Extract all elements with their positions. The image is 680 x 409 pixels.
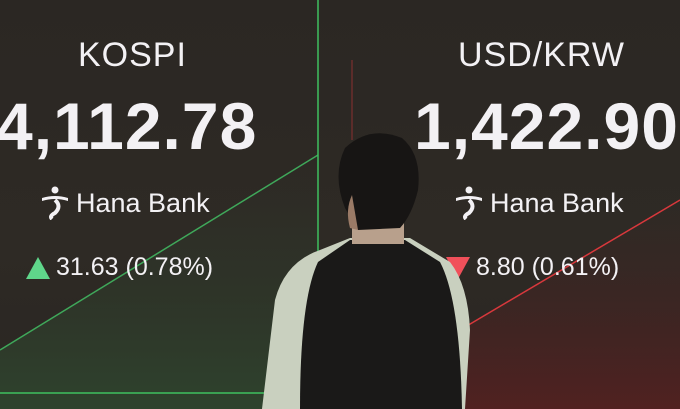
up-triangle-icon	[26, 256, 50, 279]
hana-logo-icon	[456, 186, 482, 220]
kospi-line	[0, 154, 319, 351]
kospi-bank-name: Hana Bank	[76, 187, 210, 218]
hana-logo-icon	[42, 186, 68, 220]
kospi-area	[0, 155, 318, 409]
kospi-panel: KOSPI 4,112.78 Hana Bank 31.63 (0.78%)	[0, 0, 320, 409]
usdkrw-change-text: 8.80 (0.61%)	[476, 253, 620, 281]
kospi-change: 31.63 (0.78%)	[26, 253, 213, 282]
kospi-bank: Hana Bank	[40, 186, 210, 220]
usdkrw-bank-name: Hana Bank	[490, 187, 624, 218]
usdkrw-line	[459, 199, 680, 331]
usdkrw-bank: Hana Bank	[454, 186, 624, 220]
usdkrw-value: 1,422.90	[414, 89, 679, 163]
usdkrw-area	[460, 200, 680, 409]
kospi-value: 4,112.78	[0, 89, 258, 163]
kospi-change-text: 31.63 (0.78%)	[56, 253, 214, 281]
kospi-label: KOSPI	[78, 36, 187, 74]
usdkrw-label: USD/KRW	[458, 36, 625, 74]
